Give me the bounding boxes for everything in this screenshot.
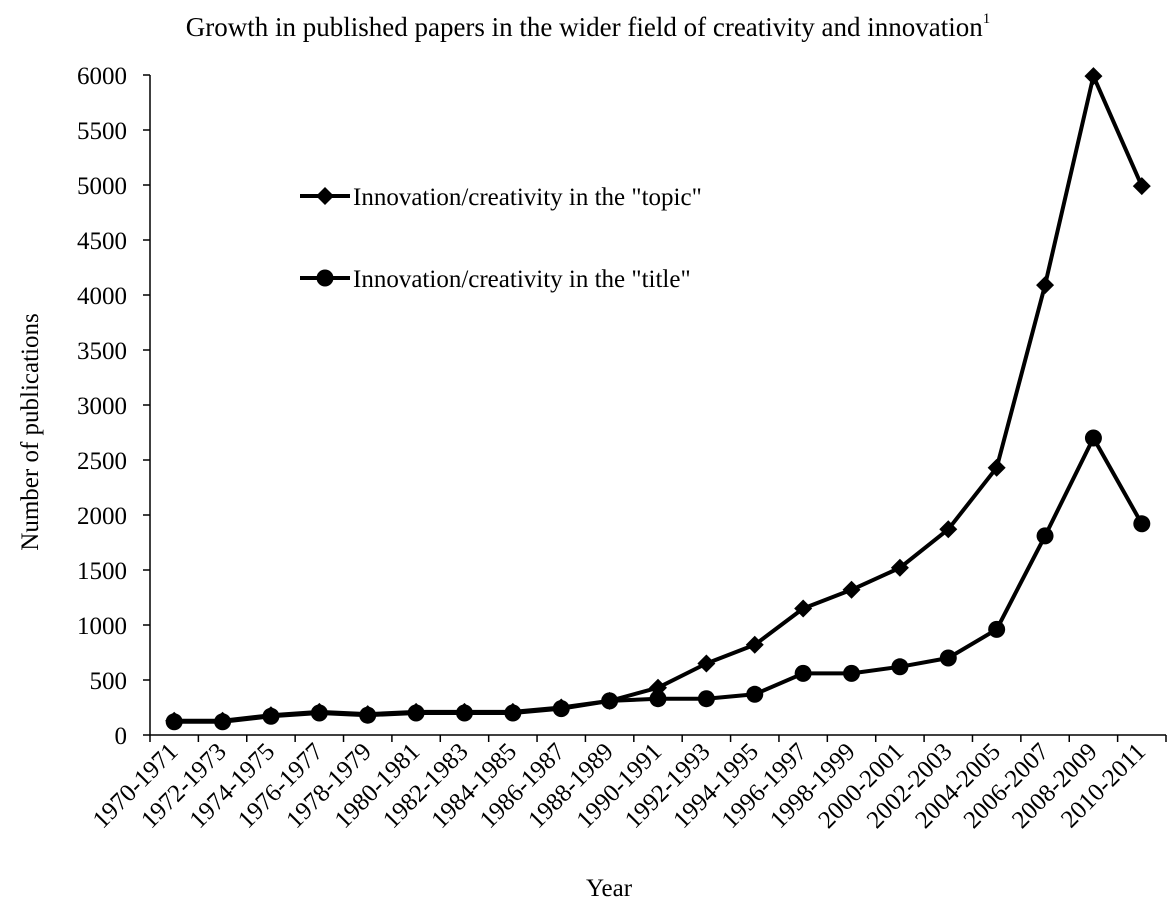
data-point: [939, 649, 957, 667]
data-point: [261, 706, 280, 725]
data-point: [310, 702, 329, 721]
chart-title-text: Growth in published papers in the wider …: [185, 12, 983, 42]
data-point: [1036, 527, 1054, 545]
title-footnote-mark: 1: [982, 11, 991, 27]
y-tick-label: 2000: [77, 503, 127, 530]
data-point: [213, 711, 232, 730]
x-axis-title: Year: [586, 875, 633, 902]
series-diamond: [165, 67, 1151, 730]
chart-title: Growth in published papers in the wider …: [0, 12, 1176, 43]
x-axis: 1970-19711972-19731974-19751976-19771978…: [88, 734, 1167, 834]
legend-marker: [316, 187, 334, 205]
y-tick-label: 500: [90, 668, 128, 695]
data-point: [649, 678, 667, 697]
series-layer: [165, 67, 1151, 731]
data-point: [503, 702, 522, 721]
data-point: [649, 690, 667, 708]
data-point: [1084, 67, 1103, 86]
data-point: [794, 664, 812, 682]
data-point: [165, 711, 184, 730]
data-point: [1084, 429, 1102, 447]
data-point: [552, 698, 571, 717]
data-point: [358, 705, 377, 724]
data-point: [939, 520, 958, 539]
y-tick-label: 0: [115, 723, 128, 750]
y-axis-title: Number of publications: [17, 313, 44, 550]
legend: Innovation/creativity in the "topic" Inno…: [300, 184, 702, 293]
legend-item: Innovation/creativity in the "title": [300, 266, 691, 293]
y-tick-label: 3000: [77, 393, 127, 420]
y-tick-label: 4000: [77, 283, 127, 310]
y-tick-label: 1500: [77, 558, 127, 585]
data-point: [697, 654, 716, 673]
data-point: [745, 635, 764, 654]
legend-marker: [316, 269, 334, 287]
y-tick-label: 3500: [77, 338, 127, 365]
data-point: [455, 702, 474, 721]
data-point: [987, 458, 1006, 477]
y-tick-label: 4500: [77, 228, 127, 255]
data-point: [842, 580, 861, 599]
y-tick-label: 2500: [77, 448, 127, 475]
data-point: [1132, 177, 1151, 196]
data-point: [746, 685, 764, 703]
y-axis: 0 500 1000 1500 2000 2500 3000 3500 4000 4500 5000…: [77, 63, 151, 750]
legend-item: Innovation/creativity in the "topic": [300, 184, 702, 211]
y-tick-label: 5000: [77, 173, 127, 200]
data-point: [988, 620, 1006, 638]
data-point: [843, 664, 861, 682]
legend-label: Innovation/creativity in the "title": [353, 266, 691, 293]
data-point: [794, 599, 813, 618]
data-point: [891, 658, 909, 676]
legend-label: Innovation/creativity in the "topic": [353, 184, 702, 211]
data-point: [407, 702, 426, 721]
data-point: [600, 691, 619, 710]
data-point: [697, 690, 715, 708]
y-tick-label: 5500: [77, 118, 127, 145]
y-tick-label: 6000: [77, 63, 127, 90]
data-point: [1036, 276, 1055, 295]
y-tick-label: 1000: [77, 613, 127, 640]
data-point: [1133, 515, 1151, 533]
data-point: [890, 558, 909, 577]
